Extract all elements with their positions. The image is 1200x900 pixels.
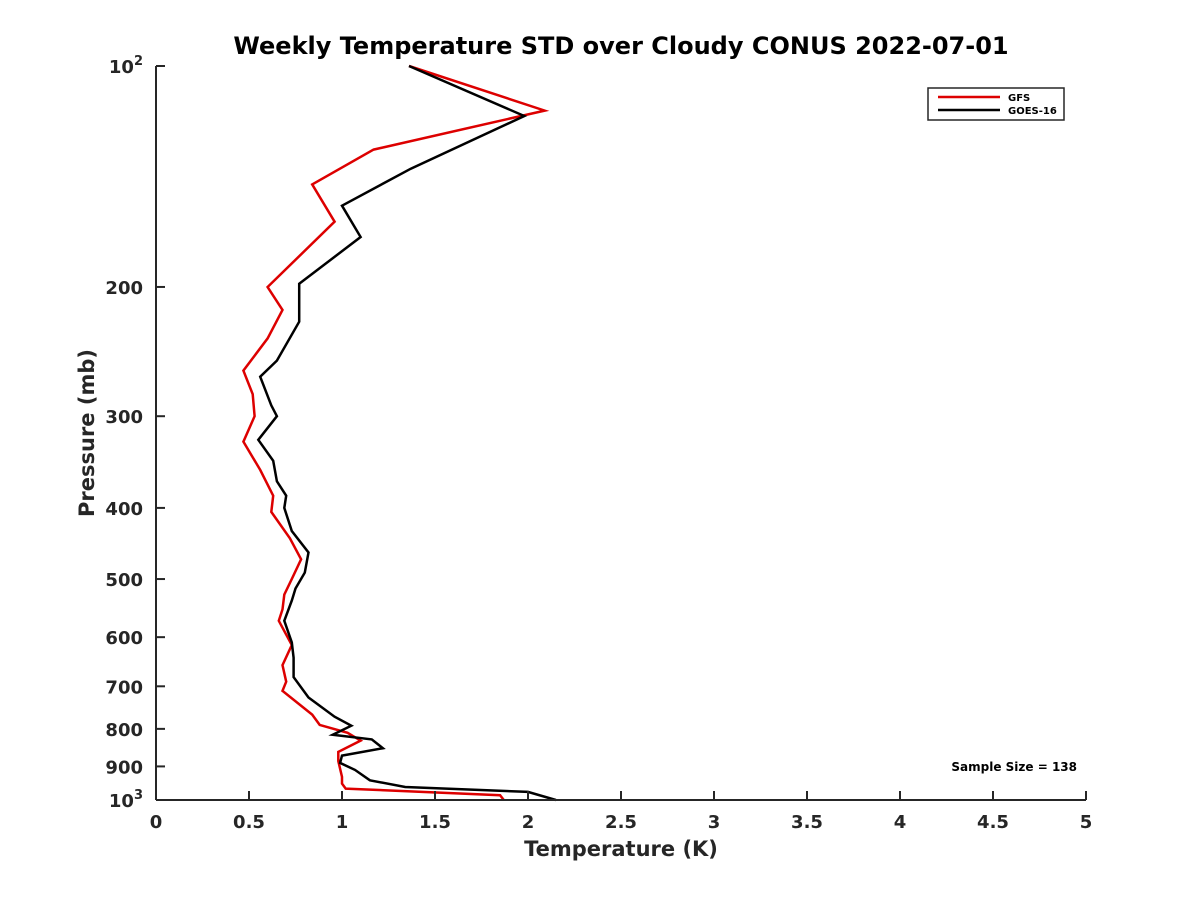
y-tick-label: 102 bbox=[109, 54, 143, 78]
x-tick-label: 0 bbox=[150, 812, 163, 833]
y-axis-label: Pressure (mb) bbox=[75, 349, 99, 517]
legend-label-goes16: GOES-16 bbox=[1008, 106, 1057, 117]
x-tick-label: 4.5 bbox=[977, 812, 1009, 833]
x-tick-label: 2.5 bbox=[605, 812, 637, 833]
series-line-goes-16 bbox=[256, 64, 557, 802]
y-tick-label: 103 bbox=[109, 788, 143, 812]
x-tick-label: 1.5 bbox=[419, 812, 451, 833]
y-tick-label: 800 bbox=[105, 720, 143, 741]
legend: GFS GOES-16 bbox=[927, 87, 1065, 121]
series-layer bbox=[241, 64, 557, 802]
y-tick-label: 700 bbox=[105, 677, 143, 698]
x-tick-label: 1 bbox=[336, 812, 349, 833]
x-ticks: 0 0.5 1 1.5 2 2.5 3 3.5 4 4.5 5 bbox=[150, 791, 1093, 833]
y-tick-label: 300 bbox=[105, 407, 143, 428]
x-axis-label: Temperature (K) bbox=[524, 837, 718, 861]
y-tick-label: 200 bbox=[105, 278, 143, 299]
y-tick-label: 900 bbox=[105, 757, 143, 778]
sample-size-annotation: Sample Size = 138 bbox=[951, 760, 1077, 774]
y-tick-label: 500 bbox=[105, 570, 143, 591]
legend-label-gfs: GFS bbox=[1008, 93, 1030, 104]
axes-layer bbox=[155, 66, 1086, 801]
x-tick-label: 0.5 bbox=[233, 812, 265, 833]
plot-area bbox=[241, 64, 557, 802]
x-tick-label: 3.5 bbox=[791, 812, 823, 833]
y-ticks: 102 200 300 400 500 600 700 800 900 103 bbox=[105, 54, 165, 812]
y-tick-label: 600 bbox=[105, 628, 143, 649]
y-tick-label: 400 bbox=[105, 499, 143, 520]
x-tick-label: 4 bbox=[894, 812, 907, 833]
series-line-gfs bbox=[241, 64, 550, 801]
legend-box bbox=[927, 87, 1065, 121]
x-tick-label: 2 bbox=[522, 812, 535, 833]
x-tick-label: 5 bbox=[1080, 812, 1093, 833]
x-tick-label: 3 bbox=[708, 812, 721, 833]
chart-title: Weekly Temperature STD over Cloudy CONUS… bbox=[233, 32, 1008, 60]
